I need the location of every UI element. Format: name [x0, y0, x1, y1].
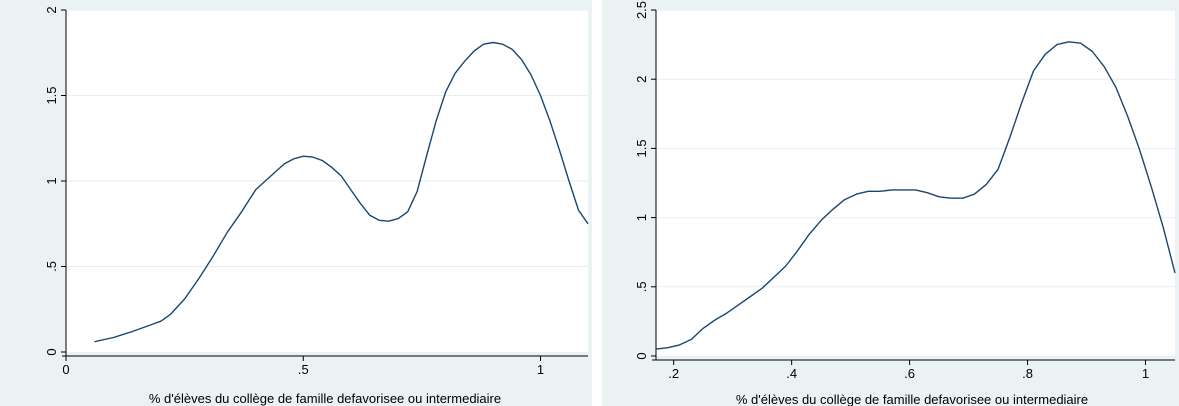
density-line: [655, 41, 1176, 350]
x-tick-label: .8: [1022, 366, 1033, 381]
y-tick-label: 0: [44, 348, 59, 355]
x-tick-label: .2: [668, 366, 679, 381]
chart-svg-left: 0 .5 1 1.5 2 0 .5 1 % d'élèves du collège de fam…: [44, 6, 589, 406]
y-tick-label: 0: [634, 352, 649, 359]
x-tick-label: .4: [786, 366, 797, 381]
chart-panel-left: 0 .5 1 1.5 2 0 .5 1 % d'élèves du collège de fam…: [0, 0, 592, 406]
x-axis-title: % d'élèves du collège de famille defavor…: [736, 392, 1088, 406]
y-tick-label: 2: [634, 76, 649, 83]
y-tick-label: .5: [44, 261, 59, 272]
x-tick-label: 0: [62, 362, 69, 377]
chart-svg-right: 0 .5 1 1.5 2 2.5 .2 .4 .6 .8 1 % d'élèves du collèg…: [634, 1, 1176, 406]
x-tick-label: 1: [537, 362, 544, 377]
y-tick-label: 1.5: [634, 139, 649, 157]
x-tick-label: .5: [298, 362, 309, 377]
y-tick-label: 2: [44, 6, 59, 13]
x-axis-title: % d'élèves du collège de famille defavor…: [149, 391, 501, 406]
y-tick-label: 2.5: [634, 1, 649, 19]
y-tick-label: 1: [44, 177, 59, 184]
x-tick-label: .6: [904, 366, 915, 381]
plot-area: [656, 10, 1175, 356]
y-tick-label: 1.5: [44, 86, 59, 104]
density-line: [94, 41, 589, 343]
x-tick-label: 1: [1142, 366, 1149, 381]
y-tick-label: 1: [634, 214, 649, 221]
y-tick-label: .5: [634, 281, 649, 292]
chart-panel-right: 0 .5 1 1.5 2 2.5 .2 .4 .6 .8 1 % d'élèves du collèg…: [602, 0, 1179, 406]
